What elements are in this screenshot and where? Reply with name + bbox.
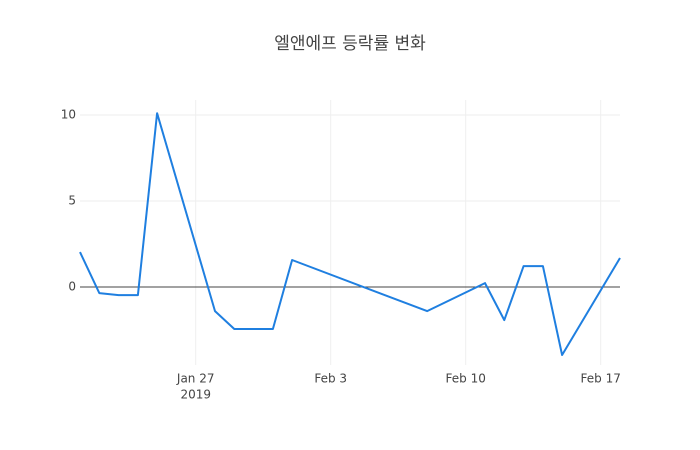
x-tick-label: Feb 10 [446, 372, 486, 386]
y-tick-label: 10 [61, 107, 76, 121]
x-year-label: 2019 [180, 388, 211, 402]
y-tick-label: 0 [68, 280, 76, 294]
y-tick-label: 5 [68, 194, 76, 208]
data-line [79, 112, 621, 356]
x-tick-label: Feb 3 [314, 372, 347, 386]
chart-title: 엘앤에프 등락률 변화 [274, 34, 426, 54]
x-tick-label: Jan 27 [176, 372, 215, 386]
x-tick-label: Feb 17 [581, 372, 621, 386]
